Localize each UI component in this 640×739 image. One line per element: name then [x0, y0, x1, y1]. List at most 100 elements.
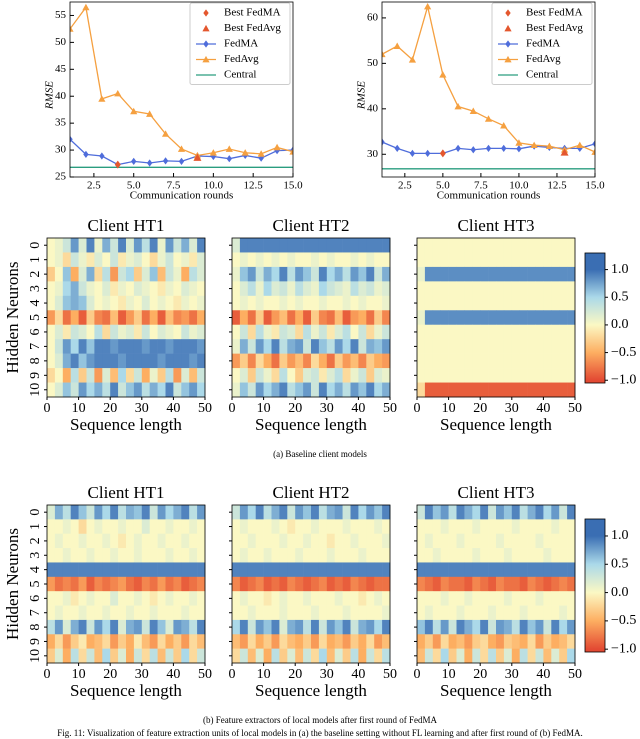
- heat-cell: [303, 634, 312, 649]
- heat-cell: [432, 368, 441, 383]
- heat-cell: [197, 519, 206, 535]
- heat-cell: [496, 576, 505, 592]
- y-tick-label: 10: [28, 649, 43, 663]
- heat-cell: [417, 548, 426, 563]
- legend-box: [189, 2, 291, 85]
- heat-cell: [118, 382, 127, 398]
- heat-cell: [424, 548, 434, 563]
- x-tick-label: 20: [288, 667, 302, 682]
- heat-cell: [488, 634, 497, 649]
- heat-cell: [503, 238, 513, 253]
- heat-cell: [424, 353, 434, 369]
- heat-cell: [189, 368, 198, 383]
- heat-cell: [448, 519, 457, 535]
- heat-cell: [559, 619, 568, 635]
- heat-cell: [472, 295, 481, 311]
- heat-cell: [86, 634, 95, 649]
- x-axis-label: Sequence length: [440, 681, 552, 700]
- heat-cell: [311, 353, 320, 369]
- heat-cell: [350, 368, 359, 383]
- heat-cell: [496, 266, 505, 282]
- heat-cell: [141, 562, 150, 578]
- heat-cell: [255, 605, 264, 621]
- heat-cell: [382, 382, 391, 398]
- heat-cell: [551, 634, 560, 649]
- colorbar-tick-label: 1.0: [611, 262, 629, 277]
- heat-cell: [70, 648, 79, 664]
- panel-title: Client HT1: [88, 216, 165, 235]
- legend-label: Best FedMA: [224, 7, 281, 19]
- heat-cell: [78, 519, 87, 535]
- heat-cell: [342, 533, 351, 549]
- heat-cell: [94, 562, 103, 578]
- heat-cell: [86, 339, 95, 354]
- point: [209, 149, 217, 156]
- heat-cell: [527, 310, 536, 326]
- heat-cell: [551, 252, 560, 268]
- heat-cell: [255, 310, 264, 326]
- heat-cell: [157, 368, 166, 383]
- heat-cell: [271, 533, 280, 549]
- x-tick-label: 50: [383, 667, 397, 682]
- heat-cell: [247, 238, 256, 253]
- heat-cell: [86, 619, 95, 635]
- heat-cell: [54, 382, 64, 398]
- point: [470, 146, 476, 154]
- heat-cell: [232, 252, 241, 268]
- heat-cell: [366, 238, 375, 253]
- heat-cell: [472, 505, 481, 520]
- heat-cell: [181, 619, 190, 635]
- heat-cell: [358, 548, 367, 563]
- heat-cell: [535, 382, 544, 398]
- heat-cell: [295, 576, 304, 592]
- y-tick-label: 5: [28, 581, 43, 588]
- heat-cell: [271, 382, 280, 398]
- heat-cell: [255, 238, 264, 253]
- heat-cell: [255, 281, 264, 297]
- heat-cell: [86, 548, 95, 563]
- heat-cell: [503, 353, 513, 369]
- heat-cell: [456, 353, 465, 369]
- heat-cell: [326, 519, 335, 535]
- heat-cell: [54, 605, 64, 621]
- heat-cell: [239, 533, 249, 549]
- heat-cell: [551, 295, 560, 311]
- heat-cell: [94, 310, 103, 326]
- heat-cell: [54, 634, 64, 649]
- heat-cell: [239, 505, 249, 520]
- heat-cell: [102, 324, 111, 340]
- heat-cell: [271, 648, 280, 664]
- heat-cell: [102, 619, 111, 635]
- heat-cell: [551, 505, 560, 520]
- heat-cell: [47, 619, 56, 635]
- heat-cell: [197, 505, 206, 520]
- heat-cell: [535, 548, 544, 563]
- heat-cell: [126, 266, 135, 282]
- heat-cell: [165, 562, 174, 578]
- x-tick-label: 10: [442, 401, 456, 416]
- point: [515, 139, 523, 146]
- y-tick-label: 9: [28, 638, 43, 645]
- heat-cell: [287, 562, 296, 578]
- heat-cell: [511, 382, 520, 398]
- heat-cell: [133, 339, 143, 354]
- heat-cell: [303, 519, 312, 535]
- heat-cell: [271, 548, 280, 563]
- heat-cell: [133, 519, 143, 535]
- x-tick-label: 12.5: [244, 180, 264, 192]
- point: [591, 148, 595, 155]
- heat-cell: [86, 382, 95, 398]
- heat-cell: [417, 281, 426, 297]
- heat-cell: [472, 339, 481, 354]
- heat-cell: [232, 533, 241, 549]
- heat-cell: [94, 548, 103, 563]
- heat-cell: [295, 605, 304, 621]
- heat-cell: [440, 648, 449, 664]
- heat-cell: [519, 533, 528, 549]
- heat-cell: [94, 634, 103, 649]
- heat-cell: [448, 281, 457, 297]
- heat-cell: [157, 619, 166, 635]
- heat-cell: [551, 353, 560, 369]
- heat-cell: [255, 324, 264, 340]
- heat-cell: [527, 634, 536, 649]
